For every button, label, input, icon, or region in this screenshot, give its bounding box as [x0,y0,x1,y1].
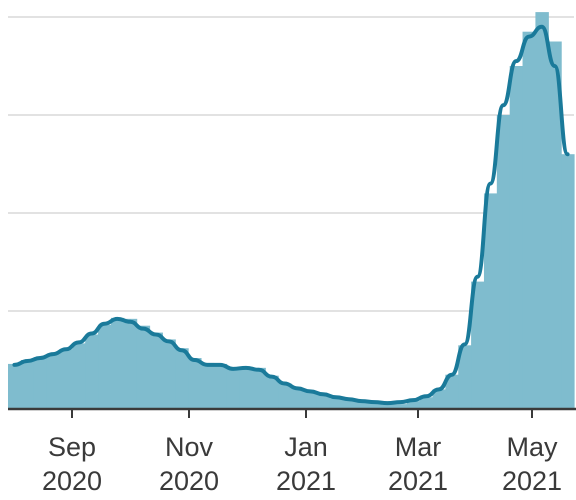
bar-mark [162,339,176,409]
x-tick-label-year: 2021 [388,466,448,496]
bar-mark [509,66,524,409]
x-axis: Sep 2020 Nov 2020 Jan 2021 Mar 2021 May 2021 [42,409,562,496]
bar-mark [123,318,138,409]
bar-mark [483,193,498,409]
bar-mark [535,12,549,409]
bar-mark [522,31,537,409]
bar-mark [200,362,215,409]
bar-mark [548,41,562,409]
x-tick-label-month: Jan [284,432,328,462]
bar-mark [368,403,382,409]
bar-mark [471,281,485,409]
bar-mark [419,397,434,409]
bar-mark [252,367,266,409]
bar-mark [432,389,446,409]
x-tick-label-year: 2021 [502,466,562,496]
bar-mark [213,363,228,409]
bar-mark [85,334,99,409]
trend-line-series [12,24,570,406]
x-tick-label-month: May [506,432,558,462]
x-tick-label-month: Sep [48,432,96,462]
bar-mark [149,332,163,409]
bar-mark [355,402,369,409]
bar-mark [342,400,356,409]
bar-mark [303,391,318,409]
bar-mark [46,354,61,409]
bar-mark [188,358,202,409]
x-tick-label-month: Nov [165,432,214,462]
x-tick-label-year: 2021 [276,466,336,496]
bar-mark [291,388,305,409]
bar-mark [98,324,112,409]
bar-mark [33,357,48,409]
bar-mark [381,404,395,409]
trend-line [12,24,570,406]
bar-mark [445,374,459,409]
bar-mark [20,360,35,409]
bar-mark [72,343,86,409]
bar-mark [239,366,254,409]
bar-mark [175,348,189,409]
bar-mark [8,363,22,409]
bar-mark [496,115,511,409]
bar-mark [226,367,241,409]
bar-mark [561,154,575,409]
bar-mark [278,383,292,409]
bar-mark [393,404,408,409]
area-series [8,12,575,409]
bar-mark [265,375,279,409]
bar-mark [458,345,472,409]
bar-mark [329,398,344,409]
bar-mark [406,401,421,409]
bar-mark [59,349,73,409]
x-tick-label-year: 2020 [42,466,102,496]
x-tick-label-month: Mar [395,432,442,462]
x-tick-label-year: 2020 [159,466,219,496]
bar-mark [110,317,125,409]
bar-mark [316,394,331,409]
bar-mark [136,325,151,409]
